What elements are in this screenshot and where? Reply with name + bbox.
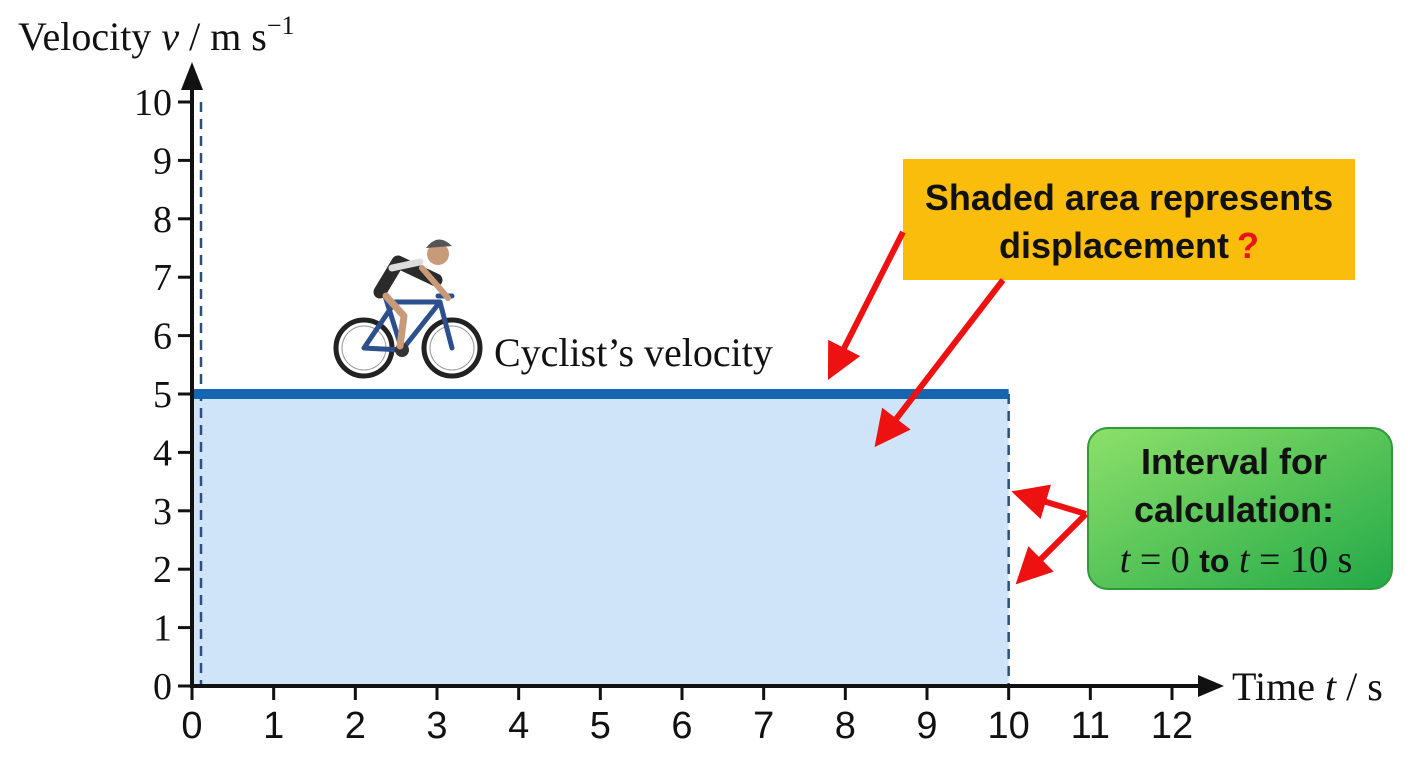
x-tick-label: 11 [1071,705,1110,747]
interval-callout-line2: calculation: [1134,489,1334,530]
x-axis-label: Time t / s [1232,664,1383,709]
x-axis-arrowhead [1198,675,1224,697]
x-tick-label: 4 [508,705,529,747]
y-axis-arrowhead [181,62,203,90]
interval-callout-line3: t = 0 to t = 10 s [1120,539,1352,581]
y-tick-label: 8 [153,199,172,241]
y-tick-label: 1 [153,608,172,650]
arrow-to-velocity-line [827,230,906,381]
interval-callout-box [1087,427,1393,590]
y-tick-label: 6 [153,316,172,358]
x-tick-label: 7 [753,705,774,747]
cyclist-velocity-label: Cyclist’s velocity [494,330,773,375]
x-tick-label: 3 [426,705,447,747]
y-tick-label: 2 [153,549,172,591]
arrow-to-interval-end-upper [1011,484,1087,520]
x-tick-label: 0 [181,705,202,747]
y-tick-label: 10 [134,82,172,124]
displacement-callout-box [903,159,1355,280]
arrow-to-shaded-area [874,278,1006,448]
y-tick-label: 0 [153,666,172,708]
x-tick-label: 8 [835,705,856,747]
y-ticks: 0 1 2 3 4 5 6 7 8 9 10 [134,82,192,708]
y-tick-label: 4 [153,432,172,474]
x-ticks: 0 1 2 3 4 5 6 7 8 9 10 11 12 [181,686,1193,747]
x-tick-label: 5 [590,705,611,747]
y-tick-label: 3 [153,491,172,533]
y-tick-label: 9 [153,140,172,182]
x-tick-label: 1 [263,705,284,747]
x-tick-label: 6 [671,705,692,747]
x-tick-label: 10 [988,705,1030,747]
displacement-callout-line2: displacement? [999,225,1259,266]
y-tick-label: 5 [153,374,172,416]
cyclist-icon [333,239,483,379]
x-tick-label: 12 [1151,705,1193,747]
y-tick-label: 7 [153,257,172,299]
displacement-callout-line1: Shaded area represents [925,177,1333,218]
x-tick-label: 9 [916,705,937,747]
arrow-to-interval-end-lower [1015,511,1089,585]
x-tick-label: 2 [345,705,366,747]
interval-callout-line1: Interval for [1141,441,1327,482]
shaded-displacement-area [192,394,1009,686]
y-axis-label: Velocity v / m s−1 [18,11,295,59]
